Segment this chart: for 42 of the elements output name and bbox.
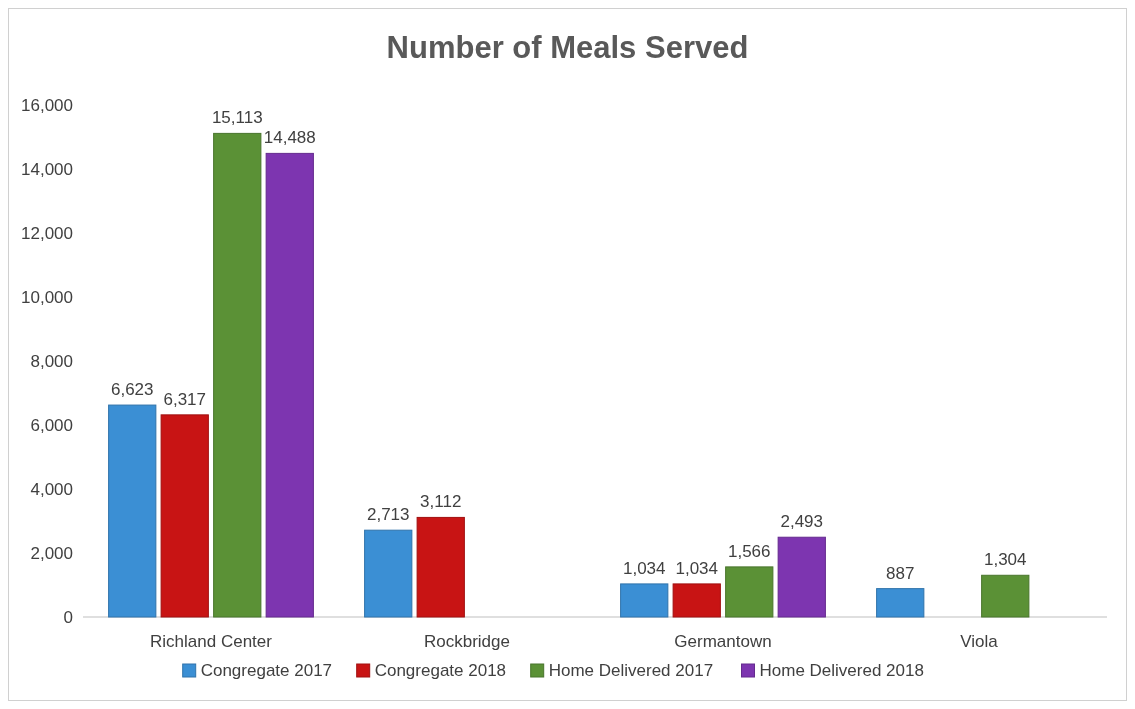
chart-title: Number of Meals Served [386, 30, 749, 65]
y-tick-label: 14,000 [21, 160, 73, 179]
y-tick-label: 2,000 [30, 544, 73, 563]
bar [160, 414, 209, 618]
data-label: 2,713 [366, 505, 410, 525]
data-label: 6,317 [163, 389, 207, 409]
y-tick-label: 8,000 [30, 352, 73, 371]
data-label: 1,034 [675, 558, 719, 578]
bar [672, 583, 721, 618]
bar [876, 588, 925, 618]
legend-label: Congregate 2018 [374, 661, 507, 680]
y-tick-label: 12,000 [21, 224, 73, 243]
data-label: 887 [886, 563, 915, 583]
data-label: 6,623 [110, 380, 154, 400]
data-label: 1,034 [622, 558, 666, 578]
bar [416, 516, 465, 618]
bar [725, 566, 774, 618]
data-label: 15,113 [211, 108, 263, 128]
bar [777, 536, 826, 618]
y-tick-label: 6,000 [30, 416, 73, 435]
data-label: 14,488 [263, 128, 316, 148]
y-tick-label: 10,000 [21, 288, 73, 307]
x-tick-label: Viola [960, 632, 999, 651]
x-tick-label: Germantown [674, 632, 772, 651]
bar [213, 132, 262, 618]
x-tick-label: Richland Center [150, 632, 273, 651]
data-label: 3,112 [420, 492, 462, 512]
data-label: 2,493 [780, 512, 824, 532]
legend-label: Home Delivered 2017 [548, 661, 714, 680]
legend-label: Home Delivered 2018 [759, 661, 924, 680]
bar [620, 583, 669, 618]
data-label: 1,304 [983, 550, 1027, 570]
y-tick-label: 0 [63, 608, 73, 627]
legend-label: Congregate 2017 [200, 661, 333, 680]
bar [265, 152, 314, 618]
y-tick-label: 4,000 [30, 480, 73, 499]
data-label: 1,566 [727, 541, 771, 561]
x-tick-label: Rockbridge [424, 632, 510, 651]
bar [364, 529, 413, 618]
bar [981, 574, 1030, 618]
y-tick-label: 16,000 [21, 96, 73, 115]
bar [108, 404, 157, 618]
